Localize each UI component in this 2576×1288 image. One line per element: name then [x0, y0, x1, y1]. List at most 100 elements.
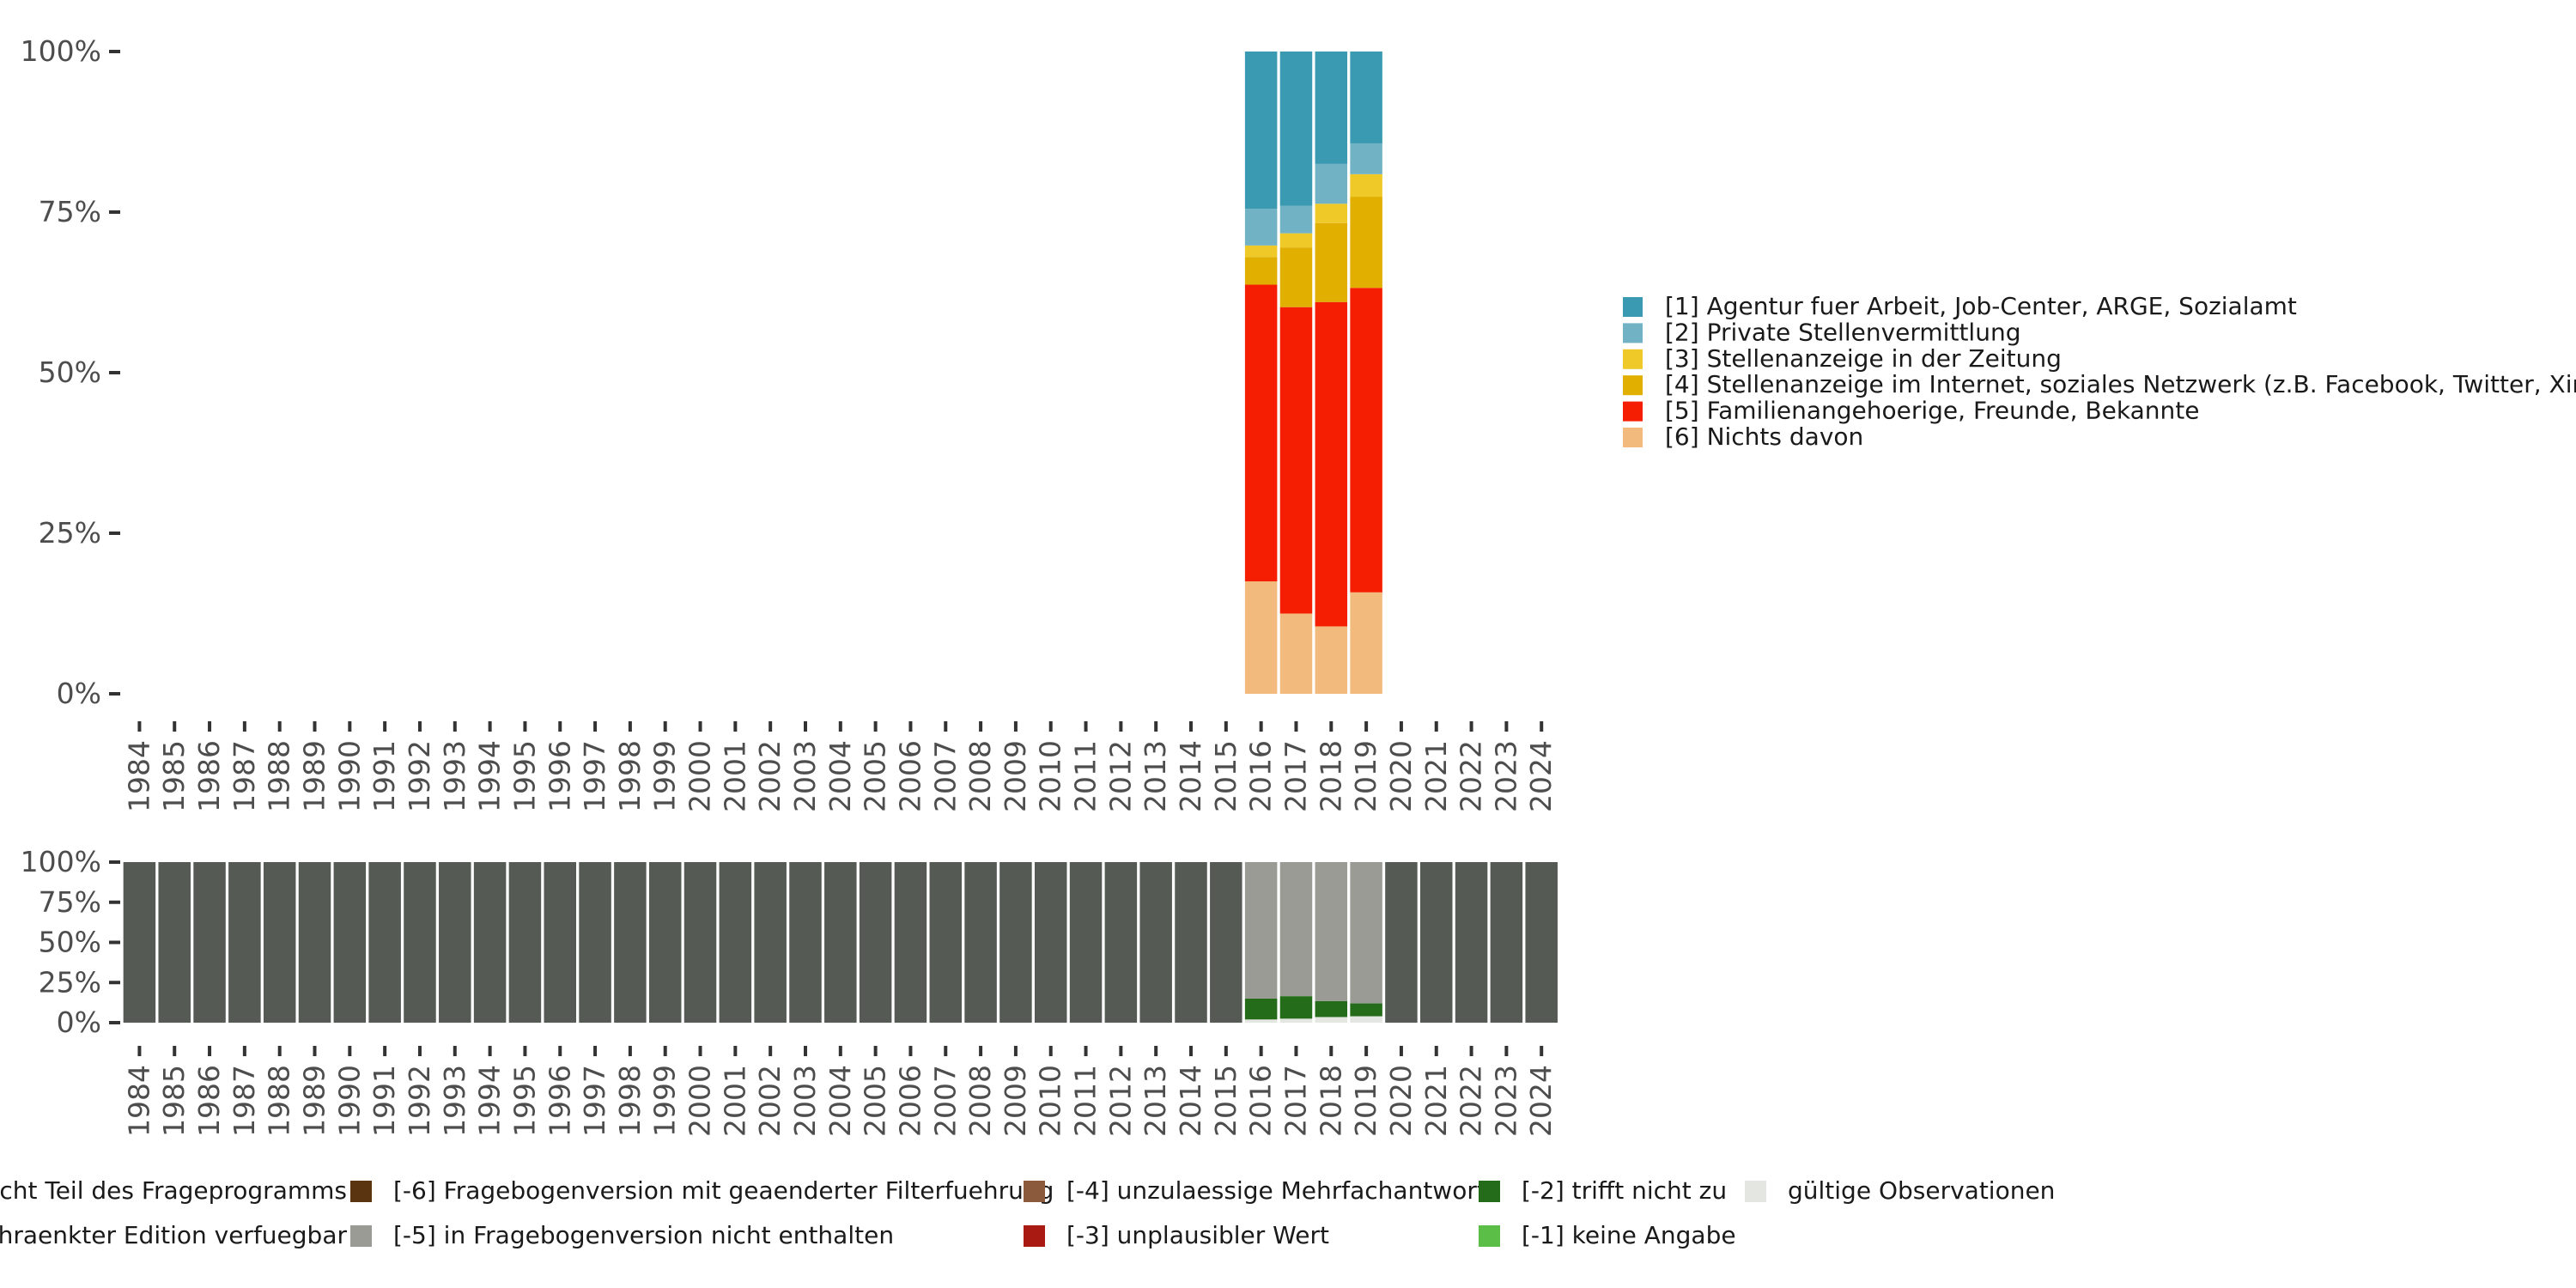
x-tick-label: 2008 [963, 1065, 997, 1137]
bar-segment-2018-s0 [1315, 1017, 1348, 1023]
x-tick-label: 1995 [507, 740, 541, 812]
bar-segment-2010-s7 [1034, 862, 1067, 1023]
x-tick-label: 2005 [859, 1065, 892, 1137]
bar-segment-2017-s4 [1279, 205, 1313, 234]
x-tick-label: 1987 [228, 740, 261, 812]
legend-swatch [1479, 1181, 1500, 1202]
x-tick-label: 2018 [1314, 740, 1347, 812]
legend-label: [-4] unzulaessige Mehrfachantwort [1066, 1176, 1486, 1205]
legend-label: [1] Agentur fuer Arbeit, Job-Center, ARG… [1665, 292, 2297, 320]
bar-segment-2024-s7 [1525, 862, 1558, 1023]
x-tick-label: 2015 [1209, 740, 1242, 812]
bar-segment-2016-s2 [1244, 998, 1278, 1020]
bar-segment-2017-s0 [1279, 613, 1313, 694]
x-tick-label: 1996 [543, 1065, 576, 1137]
x-tick-label: 1997 [578, 740, 611, 812]
x-tick-label: 1988 [263, 740, 296, 812]
x-tick-label: 1991 [368, 740, 401, 812]
bar-segment-1986-s7 [193, 862, 226, 1023]
legend-swatch [1479, 1225, 1500, 1247]
bar-segment-2016-s2 [1244, 257, 1278, 285]
legend-swatch [1745, 1181, 1766, 1202]
x-tick-label: 1994 [473, 740, 507, 812]
legend-label: [-2] trifft nicht zu [1522, 1176, 1727, 1205]
y-tick-label: 75% [39, 195, 101, 228]
x-tick-label: 1992 [403, 1065, 436, 1137]
bar-segment-2011-s7 [1069, 862, 1103, 1023]
bar-segment-1990-s7 [333, 862, 367, 1023]
x-tick-label: 2011 [1069, 1065, 1103, 1137]
x-tick-label: 2013 [1139, 1065, 1172, 1137]
bar-segment-2017-s2 [1279, 996, 1313, 1019]
bar-segment-2003-s7 [789, 862, 822, 1023]
x-tick-label: 2014 [1174, 740, 1207, 812]
bar-segment-2015-s7 [1210, 862, 1242, 1023]
x-tick-label: 2016 [1244, 1065, 1278, 1137]
legend-swatch [350, 1181, 372, 1202]
x-tick-label: 1997 [578, 1065, 611, 1137]
bar-segment-2019-s2 [1350, 1003, 1382, 1017]
bar-segment-2008-s7 [964, 862, 997, 1023]
x-tick-label: 2017 [1279, 1065, 1312, 1137]
x-tick-label: 1998 [613, 740, 647, 812]
bar-segment-1984-s7 [123, 862, 156, 1023]
x-tick-label: 2006 [893, 1065, 927, 1137]
bar-segment-2022-s7 [1455, 862, 1488, 1023]
bar-segment-2017-s3 [1279, 233, 1313, 248]
bar-segment-2004-s7 [824, 862, 857, 1023]
legend-swatch [1623, 375, 1643, 396]
bar-segment-2000-s7 [683, 862, 717, 1023]
bar-segment-2018-s1 [1315, 301, 1348, 627]
x-tick-label: 1999 [648, 740, 682, 812]
bar-segment-2006-s7 [894, 862, 927, 1023]
bar-segment-2019-s3 [1350, 173, 1382, 197]
bar-segment-2016-s5 [1244, 52, 1278, 210]
x-tick-label: 2019 [1349, 1065, 1382, 1137]
bar-segment-2005-s7 [859, 862, 892, 1023]
x-tick-label: 2022 [1455, 1065, 1488, 1137]
x-tick-label: 2022 [1455, 740, 1488, 812]
bar-segment-2019-s0 [1350, 592, 1382, 694]
legend-swatch [1623, 297, 1643, 317]
x-tick-label: 1998 [613, 1065, 647, 1137]
y-tick-label: 0% [57, 1005, 101, 1039]
bar-segment-2018-s4 [1315, 163, 1348, 204]
x-tick-label: 2023 [1489, 1065, 1522, 1137]
x-tick-label: 2003 [788, 740, 822, 812]
bar-segment-2016-s1 [1244, 284, 1278, 582]
legend-label: [-6] Fragebogenversion mit geaenderter F… [393, 1176, 1054, 1205]
legend-swatch [1623, 349, 1643, 369]
x-tick-label: 1991 [368, 1065, 401, 1137]
legend-swatch [1623, 323, 1643, 343]
legend-swatch [350, 1225, 372, 1247]
legend-swatch [1623, 401, 1643, 422]
x-tick-label: 1988 [263, 1065, 296, 1137]
legend-label: [2] Private Stellenvermittlung [1665, 318, 2020, 346]
bar-segment-2016-s0 [1244, 581, 1278, 694]
bar-segment-2016-s5 [1244, 862, 1278, 999]
bar-segment-2001-s7 [719, 862, 752, 1023]
x-tick-label: 1990 [332, 1065, 366, 1137]
x-tick-label: 1984 [122, 740, 155, 812]
bar-segment-2002-s7 [754, 862, 787, 1023]
x-tick-label: 2020 [1384, 740, 1418, 812]
bar-segment-2019-s1 [1350, 288, 1382, 592]
x-tick-label: 1985 [157, 740, 191, 812]
x-tick-label: 2004 [823, 1065, 857, 1137]
x-tick-label: 2002 [753, 740, 787, 812]
x-tick-label: 2009 [999, 740, 1032, 812]
bottom-chart-legend: [-8] Frage in diesem Jahr nicht Teil des… [0, 1176, 2055, 1249]
legend-label: [-5] in Fragebogenversion nicht enthalte… [393, 1221, 894, 1249]
legend-label: [6] Nichts davon [1665, 422, 1863, 451]
bar-segment-2018-s0 [1315, 626, 1348, 694]
bar-segment-2023-s7 [1490, 862, 1523, 1023]
bar-segment-1992-s7 [404, 862, 436, 1023]
x-tick-label: 1993 [438, 1065, 471, 1137]
x-tick-label: 1989 [298, 740, 331, 812]
x-tick-label: 2007 [928, 740, 962, 812]
bar-segment-2018-s2 [1315, 1000, 1348, 1018]
x-tick-label: 2018 [1314, 1065, 1347, 1137]
bar-segment-2019-s5 [1350, 862, 1382, 1004]
x-tick-label: 1995 [507, 1065, 541, 1137]
x-tick-label: 2024 [1524, 1065, 1558, 1137]
